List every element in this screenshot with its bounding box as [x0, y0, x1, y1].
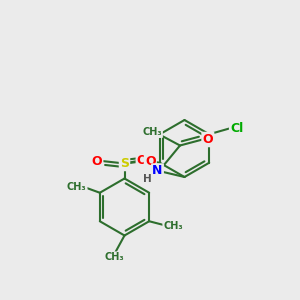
Text: N: N [152, 164, 163, 178]
Text: CH₃: CH₃ [104, 252, 124, 262]
Text: S: S [120, 157, 129, 170]
Text: O: O [92, 154, 102, 168]
Text: H: H [142, 173, 152, 184]
Text: O: O [137, 154, 148, 166]
Text: O: O [145, 154, 156, 168]
Text: CH₃: CH₃ [164, 221, 183, 231]
Text: CH₃: CH₃ [67, 182, 86, 192]
Text: Cl: Cl [230, 122, 243, 135]
Text: CH₃: CH₃ [142, 127, 162, 137]
Text: O: O [202, 133, 213, 146]
